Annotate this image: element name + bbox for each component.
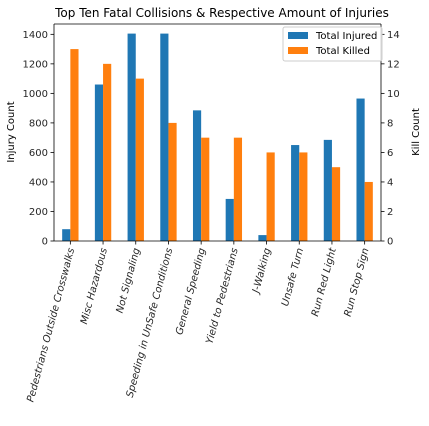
bar-total-killed-j-walking bbox=[266, 152, 275, 241]
bar-total-injured-yield-to-pedestrians bbox=[225, 198, 234, 241]
bar-total-injured-general-speeding bbox=[192, 110, 202, 241]
bar-total-killed-misc-hazardous bbox=[103, 63, 112, 241]
bar-total-injured-speeding-in-unsafe-conditions bbox=[160, 33, 169, 241]
y-tick-label-right-6: 6 bbox=[387, 148, 393, 159]
bar-total-killed-yield-to-pedestrians bbox=[233, 137, 243, 241]
bar-total-killed-not-signaling bbox=[135, 78, 144, 241]
x-tick-label-run-red-light: Run Red Light bbox=[310, 246, 339, 318]
bar-total-killed-pedestrians-outside-crosswalks bbox=[70, 49, 79, 241]
bar-total-injured-not-signaling bbox=[127, 33, 136, 241]
legend-label-total-killed: Total Killed bbox=[315, 46, 370, 57]
y-tick-label-right-10: 10 bbox=[387, 89, 400, 100]
bar-total-injured-run-red-light bbox=[323, 139, 332, 241]
y-tick-label-left-400: 400 bbox=[29, 177, 48, 188]
y-tick-label-left-0: 0 bbox=[42, 237, 48, 248]
x-tick-label-pedestrians-outside-crosswalks: Pedestrians Outside Crosswalks bbox=[25, 247, 77, 404]
y-tick-label-left-800: 800 bbox=[29, 118, 48, 129]
bar-total-killed-run-stop-sign bbox=[364, 181, 373, 241]
y-tick-label-left-1400: 1400 bbox=[23, 30, 48, 41]
legend-swatch-total-killed bbox=[288, 47, 308, 54]
y-tick-label-right-8: 8 bbox=[387, 118, 393, 129]
bar-total-killed-speeding-in-unsafe-conditions bbox=[168, 122, 177, 241]
y-tick-label-left-200: 200 bbox=[29, 207, 48, 218]
legend-swatch-total-injured bbox=[288, 32, 308, 39]
y-tick-label-left-1000: 1000 bbox=[23, 89, 48, 100]
bar-total-killed-run-red-light bbox=[331, 167, 341, 241]
bar-total-injured-misc-hazardous bbox=[94, 84, 104, 242]
y-tick-label-right-14: 14 bbox=[387, 30, 400, 41]
plot-area: 0 200 400 600 800 1000 1200 1400 0 2 4 6 8 10 12 14 Pede… bbox=[23, 23, 400, 404]
y-tick-label-right-2: 2 bbox=[387, 207, 393, 218]
y-tick-label-right-0: 0 bbox=[387, 237, 393, 248]
bar-total-killed-unsafe-turn bbox=[299, 152, 308, 241]
y-tick-label-right-12: 12 bbox=[387, 59, 400, 70]
legend-label-total-injured: Total Injured bbox=[315, 31, 377, 42]
x-tick-label-misc-hazardous: Misc Hazardous bbox=[79, 247, 110, 326]
legend: Total Injured Total Killed bbox=[282, 26, 383, 62]
y-axis-label-right: Kill Count bbox=[411, 108, 422, 156]
bar-total-injured-unsafe-turn bbox=[291, 145, 300, 241]
x-tick-label-not-signaling: Not Signaling bbox=[115, 247, 143, 314]
y-tick-label-left-600: 600 bbox=[29, 148, 48, 159]
x-tick-label-general-speeding: General Speeding bbox=[174, 247, 208, 336]
y-axis-label-left: Injury Count bbox=[6, 101, 17, 162]
x-tick-label-run-stop-sign: Run Stop Sign bbox=[343, 247, 372, 318]
x-tick-label-j-walking: J-Walking bbox=[250, 247, 273, 296]
x-tick-label-unsafe-turn: Unsafe Turn bbox=[280, 247, 306, 308]
chart-title: Top Ten Fatal Collisions & Respective Am… bbox=[54, 6, 389, 20]
bar-total-injured-run-stop-sign bbox=[356, 98, 365, 241]
bar-total-injured-pedestrians-outside-crosswalks bbox=[62, 229, 71, 241]
bar-total-killed-general-speeding bbox=[201, 137, 210, 241]
y-tick-label-left-1200: 1200 bbox=[23, 59, 48, 70]
x-tick-label-yield-to-pedestrians: Yield to Pedestrians bbox=[205, 247, 241, 345]
bar-total-injured-j-walking bbox=[258, 235, 267, 241]
y-tick-label-right-4: 4 bbox=[387, 177, 393, 188]
